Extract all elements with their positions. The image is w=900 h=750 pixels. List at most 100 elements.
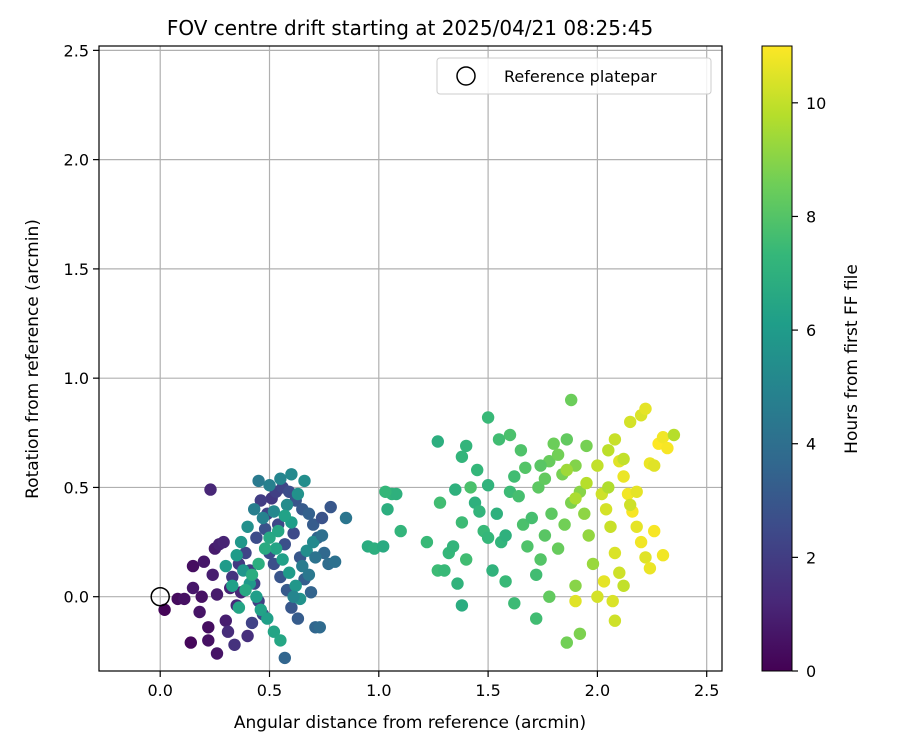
data-point: [158, 603, 171, 616]
data-point: [514, 444, 528, 457]
legend: Reference platepar: [436, 57, 712, 95]
data-point: [532, 481, 545, 494]
data-point: [473, 505, 486, 518]
data-point: [580, 439, 593, 453]
colorbar: [761, 45, 793, 672]
data-point: [241, 629, 254, 643]
data-point: [573, 627, 587, 640]
x-tick-label: 0.0: [147, 681, 172, 700]
data-point: [481, 531, 495, 544]
data-point: [298, 474, 311, 488]
data-point: [204, 483, 217, 496]
data-point: [289, 579, 302, 592]
data-point: [604, 520, 617, 533]
data-point: [379, 485, 392, 498]
data-point: [197, 555, 211, 568]
data-point: [460, 439, 473, 453]
data-point: [580, 476, 593, 490]
data-point: [328, 555, 342, 568]
y-tick-label: 2.0: [64, 151, 89, 170]
data-point: [512, 490, 525, 503]
data-point: [193, 605, 206, 619]
data-point: [291, 487, 305, 501]
data-point: [307, 535, 320, 549]
data-point: [582, 529, 595, 542]
data-point: [302, 507, 316, 520]
data-point: [449, 483, 462, 496]
data-point: [565, 393, 578, 407]
data-point: [530, 568, 543, 581]
data-point: [608, 433, 622, 446]
data-point: [591, 459, 604, 472]
data-point: [219, 614, 232, 627]
data-point: [481, 411, 495, 424]
data-point: [606, 594, 619, 608]
data-point: [230, 549, 243, 562]
x-tick-label: 0.5: [257, 681, 282, 700]
data-point: [499, 575, 512, 588]
data-point: [538, 472, 552, 485]
data-point: [339, 511, 353, 525]
data-point: [551, 542, 565, 555]
data-point: [661, 441, 674, 455]
data-point: [547, 437, 560, 450]
data-point: [178, 592, 191, 606]
data-point: [226, 570, 239, 584]
data-point: [285, 468, 298, 481]
data-point: [586, 557, 600, 571]
y-tick-label: 0.5: [64, 478, 89, 497]
data-point: [258, 542, 272, 555]
data-point: [538, 529, 552, 542]
data-point: [263, 479, 276, 492]
chart-title: FOV centre drift starting at 2025/04/21 …: [167, 16, 653, 40]
data-point: [602, 444, 615, 457]
data-point: [451, 577, 464, 590]
plot-frame: [98, 45, 723, 672]
colorbar-tick-label: 0: [806, 662, 816, 681]
data-point: [530, 612, 543, 625]
data-point: [634, 535, 648, 549]
data-point: [433, 496, 447, 509]
data-point: [186, 559, 200, 573]
data-point: [210, 588, 224, 601]
data-point: [499, 529, 512, 542]
data-point: [287, 527, 300, 540]
data-point: [256, 511, 270, 525]
data-point: [219, 559, 232, 573]
data-point: [431, 435, 444, 448]
colorbar-label: Hours from first FF file: [842, 264, 862, 454]
data-point: [252, 557, 265, 571]
data-point: [508, 597, 521, 610]
x-axis-ticks: 0.0 0.5 1.0 1.5 2.0 2.5: [147, 671, 719, 700]
legend-marker: [456, 66, 476, 86]
data-point: [274, 634, 287, 647]
colorbar-tick-label: 8: [806, 207, 816, 226]
data-point: [639, 402, 652, 415]
data-point: [516, 518, 530, 531]
data-point: [278, 651, 291, 665]
data-point: [254, 603, 267, 616]
colorbar-tick-label: 2: [806, 548, 816, 567]
grid-lines: [99, 46, 722, 671]
data-point: [309, 551, 322, 564]
data-point: [221, 625, 235, 638]
x-tick-label: 2.5: [694, 681, 719, 700]
data-point: [534, 459, 547, 472]
data-point: [602, 481, 615, 494]
data-point: [250, 590, 263, 603]
data-point: [210, 647, 224, 660]
data-point: [186, 581, 200, 595]
y-tick-label: 1.0: [64, 369, 89, 388]
data-point: [276, 553, 289, 566]
data-point: [545, 507, 558, 520]
data-point: [394, 524, 407, 538]
colorbar-tick-label: 6: [806, 321, 816, 340]
data-point: [232, 601, 246, 614]
data-point: [617, 470, 630, 483]
data-point: [490, 507, 503, 520]
data-point: [267, 625, 281, 638]
data-point: [217, 535, 230, 549]
data-point: [202, 634, 215, 647]
data-point: [455, 599, 469, 612]
data-point: [269, 542, 283, 555]
